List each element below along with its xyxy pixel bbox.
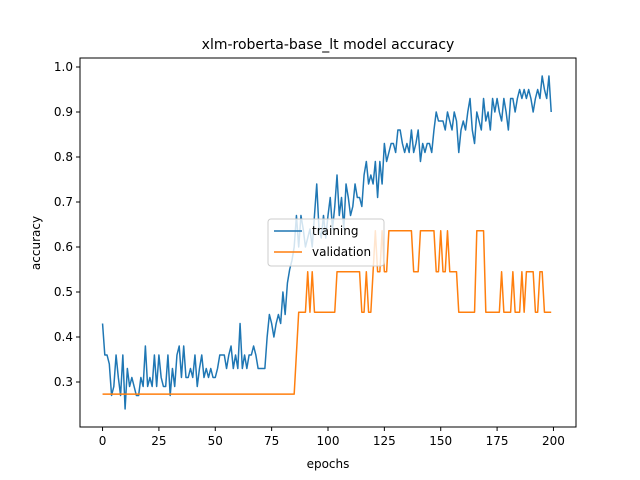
x-tick-label: 50 xyxy=(208,434,223,448)
x-tick-label: 75 xyxy=(264,434,279,448)
legend-label-training: training xyxy=(312,224,359,238)
x-tick-label: 150 xyxy=(429,434,452,448)
y-tick-label: 0.6 xyxy=(54,240,73,254)
y-axis: 0.3 0.4 0.5 0.6 0.7 0.8 0.9 1.0 xyxy=(54,60,80,389)
x-tick-label: 125 xyxy=(373,434,396,448)
chart-title: xlm-roberta-base_lt model accuracy xyxy=(202,37,455,53)
y-tick-label: 0.8 xyxy=(54,150,73,164)
legend: training validation xyxy=(267,218,385,267)
y-tick-label: 1.0 xyxy=(54,60,73,74)
y-tick-label: 0.5 xyxy=(54,285,73,299)
x-axis-label: epochs xyxy=(307,457,350,471)
x-axis: 0 25 50 75 100 125 150 175 200 xyxy=(99,427,565,448)
series-line-validation xyxy=(102,230,552,395)
x-tick-label: 200 xyxy=(542,434,565,448)
y-tick-label: 0.9 xyxy=(54,105,73,119)
y-axis-label: accuracy xyxy=(29,216,43,270)
y-tick-label: 0.3 xyxy=(54,375,73,389)
x-tick-label: 175 xyxy=(486,434,509,448)
x-tick-label: 100 xyxy=(317,434,340,448)
x-tick-label: 0 xyxy=(99,434,107,448)
legend-label-validation: validation xyxy=(312,245,371,259)
y-tick-label: 0.7 xyxy=(54,195,73,209)
x-tick-label: 25 xyxy=(151,434,166,448)
y-tick-label: 0.4 xyxy=(54,330,73,344)
